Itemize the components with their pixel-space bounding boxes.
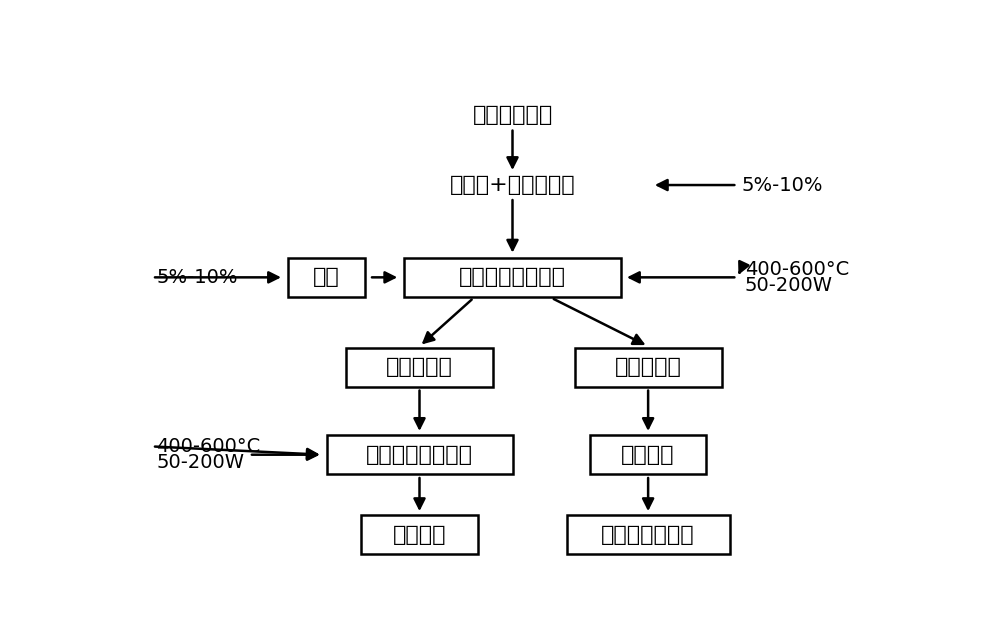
Text: 生物质+绿色活化剂: 生物质+绿色活化剂 [450, 175, 575, 195]
FancyBboxPatch shape [590, 435, 706, 474]
FancyBboxPatch shape [567, 516, 730, 554]
Text: 多孔殃氮炭: 多孔殃氮炭 [615, 357, 682, 377]
FancyBboxPatch shape [326, 435, 512, 474]
FancyBboxPatch shape [574, 348, 722, 387]
Text: 400-600°C: 400-600°C [745, 259, 849, 279]
Text: 50-200W: 50-200W [745, 276, 833, 295]
Text: 5%-10%: 5%-10% [741, 175, 823, 194]
Text: 等离子体傅化提质: 等离子体傅化提质 [366, 445, 473, 464]
Text: 等离子体协同处理: 等离子体协同处理 [459, 268, 566, 287]
Text: 氨气: 氨气 [313, 268, 340, 287]
Text: 含氮化合物: 含氮化合物 [386, 357, 453, 377]
Text: 含氮杂环: 含氮杂环 [393, 525, 446, 545]
FancyBboxPatch shape [288, 258, 365, 297]
FancyBboxPatch shape [346, 348, 493, 387]
FancyBboxPatch shape [404, 258, 621, 297]
Text: 5%-10%: 5%-10% [156, 268, 238, 287]
Text: 生物质废弃物: 生物质废弃物 [472, 105, 553, 124]
Text: 50-200W: 50-200W [156, 454, 244, 473]
Text: 酸洗干燥: 酸洗干燥 [621, 445, 675, 464]
Text: 多孔殃氮炭材料: 多孔殃氮炭材料 [601, 525, 695, 545]
Text: 400-600°C: 400-600°C [156, 437, 260, 456]
FancyBboxPatch shape [361, 516, 478, 554]
